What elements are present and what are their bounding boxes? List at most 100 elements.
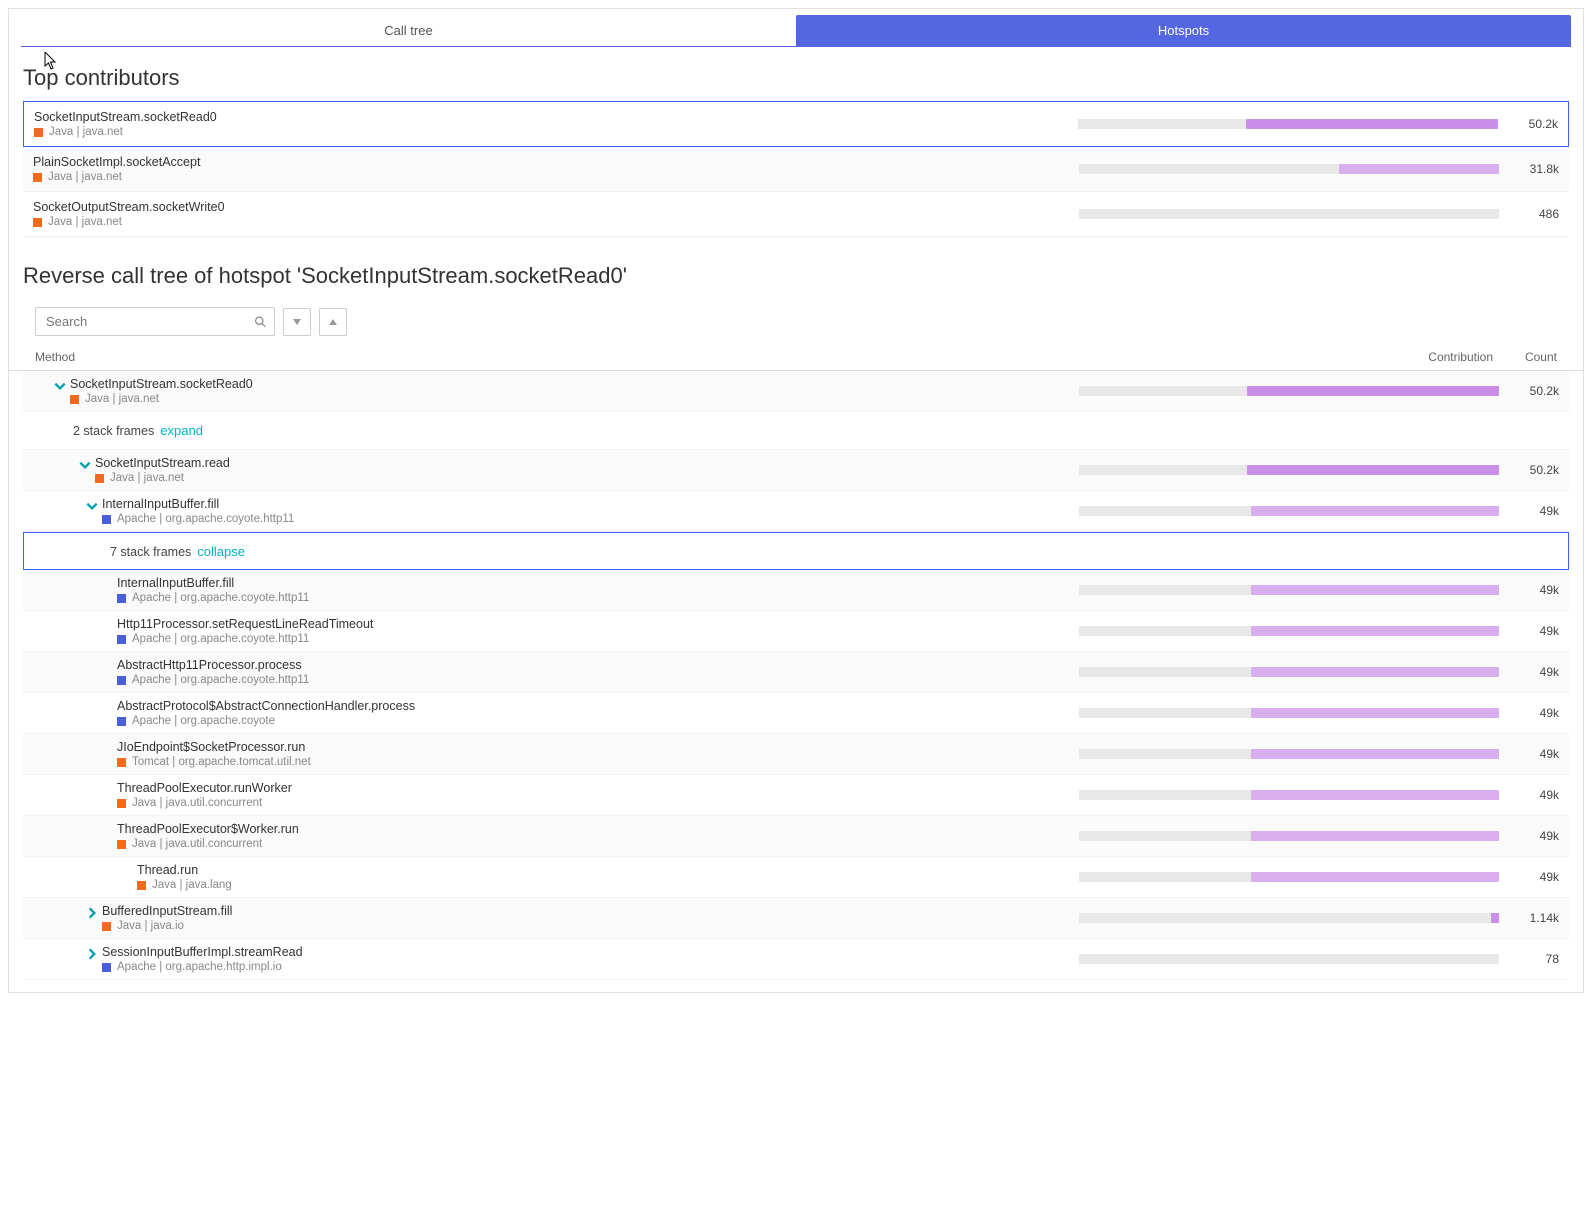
count-value: 78 <box>1509 952 1559 966</box>
header-method: Method <box>35 350 1077 364</box>
frames-label: 7 stack frames <box>110 545 191 559</box>
tech-swatch <box>95 474 104 483</box>
contributor-row[interactable]: PlainSocketImpl.socketAcceptJava | java.… <box>23 147 1569 192</box>
tree-row[interactable]: Thread.runJava | java.lang49k <box>23 857 1569 898</box>
contributor-info: SocketOutputStream.socketWrite0 Java | ja… <box>33 200 1079 228</box>
tech-swatch <box>117 594 126 603</box>
reverse-call-tree-title: Reverse call tree of hotspot 'SocketInpu… <box>9 237 1583 299</box>
search-input[interactable] <box>35 307 275 336</box>
tree-row[interactable]: AbstractProtocol$AbstractConnectionHandl… <box>23 693 1569 734</box>
method-meta: Java | java.io <box>102 920 232 932</box>
tab-call-tree[interactable]: Call tree <box>21 15 796 47</box>
tech-swatch <box>117 840 126 849</box>
chevron-right-icon[interactable] <box>85 906 99 920</box>
tree-row-left: AbstractHttp11Processor.processApache | … <box>23 658 1079 686</box>
tree-content: AbstractProtocol$AbstractConnectionHandl… <box>117 699 415 727</box>
count-value: 49k <box>1509 870 1559 884</box>
method-name: AbstractHttp11Processor.process <box>117 658 309 672</box>
tech-swatch <box>117 676 126 685</box>
search-wrapper <box>35 307 275 336</box>
profiler-panel: Call tree Hotspots Top contributors Sock… <box>8 8 1584 993</box>
tree-row[interactable]: SocketInputStream.socketRead0Java | java… <box>23 371 1569 412</box>
collapse-up-button[interactable] <box>319 308 347 336</box>
expand-down-button[interactable] <box>283 308 311 336</box>
tech-package-label: Apache | org.apache.coyote.http11 <box>132 592 309 604</box>
tech-package-label: Java | java.net <box>48 216 122 228</box>
count-value: 49k <box>1509 706 1559 720</box>
expand-link[interactable]: expand <box>160 423 203 438</box>
stack-frames-row[interactable]: 7 stack frames collapse <box>23 532 1569 570</box>
tab-hotspots[interactable]: Hotspots <box>796 15 1571 47</box>
contributor-row[interactable]: SocketInputStream.socketRead0Java | java… <box>23 101 1569 147</box>
tree-row-left: JIoEndpoint$SocketProcessor.run Tomcat | … <box>23 740 1079 768</box>
tree-row[interactable]: InternalInputBuffer.fillApache | org.apa… <box>23 491 1569 532</box>
method-name: ThreadPoolExecutor$Worker.run <box>117 822 299 836</box>
tree-row[interactable]: SessionInputBufferImpl.streamReadApache … <box>23 939 1569 980</box>
method-name: AbstractProtocol$AbstractConnectionHandl… <box>117 699 415 713</box>
method-meta: Java | java.net <box>33 216 1079 228</box>
method-meta: Apache | org.apache.coyote.http11 <box>117 633 373 645</box>
method-name: ThreadPoolExecutor.runWorker <box>117 781 292 795</box>
tree-content: BufferedInputStream.fillJava | java.io <box>102 904 232 932</box>
tree-content: ThreadPoolExecutor.runWorkerJava | java.… <box>117 781 292 809</box>
chevron-right-icon[interactable] <box>85 947 99 961</box>
tree-row-left: SocketInputStream.readJava | java.net <box>23 456 1079 484</box>
tree-content: 2 stack frames expand <box>73 423 203 438</box>
frames-label: 2 stack frames <box>73 424 154 438</box>
tree-controls <box>9 299 1583 344</box>
method-name: SocketInputStream.socketRead0 <box>34 110 1078 124</box>
tech-swatch <box>117 717 126 726</box>
contribution-bar <box>1079 913 1509 923</box>
tech-package-label: Apache | org.apache.coyote.http11 <box>132 633 309 645</box>
tree-content: AbstractHttp11Processor.processApache | … <box>117 658 309 686</box>
tech-package-label: Java | java.lang <box>152 879 232 891</box>
tree-row[interactable]: ThreadPoolExecutor$Worker.run Java | java… <box>23 816 1569 857</box>
tree-row[interactable]: AbstractHttp11Processor.processApache | … <box>23 652 1569 693</box>
contribution-bar <box>1079 585 1509 595</box>
tech-swatch <box>70 395 79 404</box>
tabs-bar: Call tree Hotspots <box>9 9 1583 47</box>
tree-row-left: Http11Processor.setRequestLineReadTimeou… <box>23 617 1079 645</box>
stack-frames-row[interactable]: 2 stack frames expand <box>23 412 1569 450</box>
tree-row[interactable]: BufferedInputStream.fillJava | java.io1.… <box>23 898 1569 939</box>
contributor-row[interactable]: SocketOutputStream.socketWrite0 Java | ja… <box>23 192 1569 237</box>
tree-row[interactable]: Http11Processor.setRequestLineReadTimeou… <box>23 611 1569 652</box>
tree-row[interactable]: SocketInputStream.readJava | java.net50.… <box>23 450 1569 491</box>
contributor-info: PlainSocketImpl.socketAcceptJava | java.… <box>33 155 1079 183</box>
tree-row[interactable]: JIoEndpoint$SocketProcessor.run Tomcat | … <box>23 734 1569 775</box>
count-value: 49k <box>1509 624 1559 638</box>
tech-package-label: Tomcat | org.apache.tomcat.util.net <box>132 756 311 768</box>
count-value: 31.8k <box>1509 162 1559 176</box>
count-value: 50.2k <box>1508 117 1558 131</box>
method-meta: Java | java.lang <box>137 879 232 891</box>
contribution-bar <box>1079 209 1509 219</box>
tree-row-left: ThreadPoolExecutor.runWorkerJava | java.… <box>23 781 1079 809</box>
collapse-link[interactable]: collapse <box>197 544 245 559</box>
chevron-down-icon[interactable] <box>53 379 67 393</box>
method-meta: Java | java.util.concurrent <box>117 838 299 850</box>
tree-row-left: InternalInputBuffer.fillApache | org.apa… <box>23 497 1079 525</box>
tree-row-left: SessionInputBufferImpl.streamReadApache … <box>23 945 1079 973</box>
tech-swatch <box>33 218 42 227</box>
method-name: JIoEndpoint$SocketProcessor.run <box>117 740 311 754</box>
tech-package-label: Apache | org.apache.coyote <box>132 715 275 727</box>
tree-row[interactable]: ThreadPoolExecutor.runWorkerJava | java.… <box>23 775 1569 816</box>
count-value: 49k <box>1509 747 1559 761</box>
chevron-down-icon[interactable] <box>85 499 99 513</box>
method-name: PlainSocketImpl.socketAccept <box>33 155 1079 169</box>
tree-content: InternalInputBuffer.fillApache | org.apa… <box>117 576 309 604</box>
method-name: SocketOutputStream.socketWrite0 <box>33 200 1079 214</box>
contribution-bar <box>1079 872 1509 882</box>
tree-header: Method Contribution Count <box>9 344 1583 371</box>
tree-row[interactable]: InternalInputBuffer.fillApache | org.apa… <box>23 570 1569 611</box>
call-tree: SocketInputStream.socketRead0Java | java… <box>9 371 1583 992</box>
tech-swatch <box>117 799 126 808</box>
count-value: 49k <box>1509 504 1559 518</box>
contribution-bar <box>1079 164 1509 174</box>
method-meta: Apache | org.apache.http.impl.io <box>102 961 303 973</box>
method-name: Http11Processor.setRequestLineReadTimeou… <box>117 617 373 631</box>
method-meta: Java | java.net <box>95 472 230 484</box>
chevron-down-icon[interactable] <box>78 458 92 472</box>
contribution-bar <box>1079 790 1509 800</box>
contributor-info: SocketInputStream.socketRead0Java | java… <box>34 110 1078 138</box>
